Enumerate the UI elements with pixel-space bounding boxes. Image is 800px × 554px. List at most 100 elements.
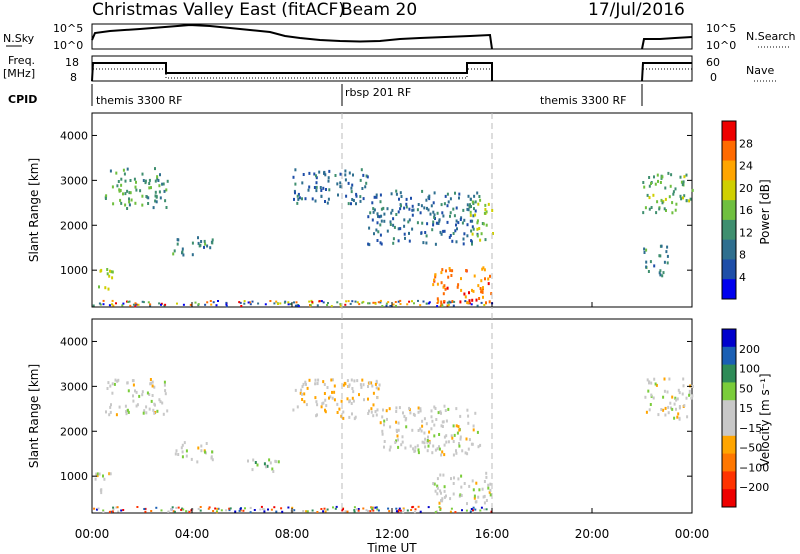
echo-cell (100, 268, 103, 272)
echo-cell (305, 510, 308, 513)
echo-cell (644, 395, 647, 399)
echo-cell (160, 509, 163, 512)
echo-cell (480, 506, 483, 509)
echo-cell (315, 176, 318, 180)
echo-cell (389, 220, 392, 224)
echo-cell (351, 387, 354, 390)
echo-cell (469, 197, 472, 201)
colorbar-swatch (722, 329, 736, 348)
echo-cell (251, 468, 254, 472)
echo-cell (379, 241, 382, 245)
echo-cell (336, 182, 339, 186)
echo-cell (197, 303, 200, 306)
echo-cell (485, 301, 487, 305)
echo-cell (688, 393, 691, 397)
echo-cell (188, 511, 191, 513)
echo-cell (228, 507, 231, 510)
echo-cell (465, 437, 468, 441)
echo-cell (153, 411, 156, 415)
echo-cell (362, 383, 365, 387)
echo-cell (269, 461, 272, 465)
echo-cell (292, 408, 295, 412)
echo-cell (301, 392, 303, 396)
echo-cell (211, 241, 214, 245)
echo-cell (350, 186, 353, 190)
echo-cell (436, 492, 439, 496)
echo-cell (471, 225, 474, 229)
echo-cell (675, 407, 677, 411)
x-tick-label: 08:00 (275, 527, 310, 541)
echo-cell (304, 380, 307, 384)
echo-cell (382, 408, 384, 412)
echo-cell (432, 283, 435, 287)
echo-cell (248, 301, 251, 304)
echo-cell (207, 507, 210, 510)
echo-cell (302, 382, 305, 386)
echo-cell (132, 303, 135, 306)
echo-cell (209, 300, 212, 302)
colorbar-swatch (722, 219, 736, 241)
echo-cell (475, 500, 478, 504)
echo-cell (109, 472, 112, 476)
echo-cell (679, 194, 682, 198)
echo-cell (470, 205, 472, 208)
colorbar-tick-label: 12 (739, 226, 753, 239)
echo-cell (150, 186, 152, 190)
echo-cell (322, 186, 325, 190)
echo-cell (107, 287, 110, 291)
echo-cell (327, 176, 330, 180)
echo-cell (272, 470, 275, 473)
echo-cell (368, 243, 371, 247)
colorbar-tick-label: 200 (739, 343, 760, 356)
echo-cell (487, 202, 490, 206)
echo-cell (383, 445, 385, 449)
echo-cell (417, 505, 420, 508)
echo-cell (313, 172, 316, 176)
echo-cell (375, 413, 378, 417)
echo-cell (316, 403, 319, 407)
echo-cell (399, 303, 402, 305)
power-colorbar: 4 8 12 16 20 24 28 (721, 120, 753, 300)
echo-cell (320, 300, 323, 303)
echo-cell (124, 192, 127, 196)
echo-cell (280, 507, 283, 510)
echo-cell (427, 506, 430, 509)
echo-cell (122, 168, 125, 172)
echo-cell (669, 401, 672, 405)
echo-cell (467, 414, 470, 418)
echo-cell (148, 178, 151, 182)
x-tick-label: 16:00 (475, 527, 510, 541)
echo-cell (102, 299, 105, 302)
echo-cell (352, 399, 355, 403)
nave-tick-bottom: 0 (710, 71, 717, 84)
echo-cell (311, 301, 314, 304)
cpid-segment-2: rbsp 201 RF (345, 86, 411, 99)
echo-cell (181, 250, 184, 254)
echo-cell (92, 304, 95, 307)
echo-cell (660, 408, 663, 411)
echo-cell (306, 386, 309, 390)
echo-cell (240, 305, 243, 307)
echo-cell (413, 511, 416, 514)
echo-cell (185, 510, 188, 513)
echo-cell (430, 204, 433, 208)
echo-cell (294, 168, 297, 172)
echo-cell (243, 300, 246, 303)
echo-cell (443, 495, 446, 499)
echo-cell (660, 198, 663, 202)
echo-cell (408, 406, 411, 410)
echo-cell (332, 506, 334, 509)
echo-cell (391, 208, 394, 212)
echo-cell (459, 300, 462, 304)
echo-cell (115, 413, 118, 417)
echo-cell (228, 509, 231, 512)
echo-cell (469, 302, 471, 305)
echo-cell (370, 506, 373, 509)
echo-cell (326, 508, 329, 511)
x-tick-label: 00:00 (75, 527, 110, 541)
echo-cell (655, 383, 658, 387)
colorbar-swatch (722, 471, 736, 490)
echo-cell (446, 304, 449, 307)
echo-cell (330, 378, 333, 382)
echo-cell (433, 423, 436, 427)
